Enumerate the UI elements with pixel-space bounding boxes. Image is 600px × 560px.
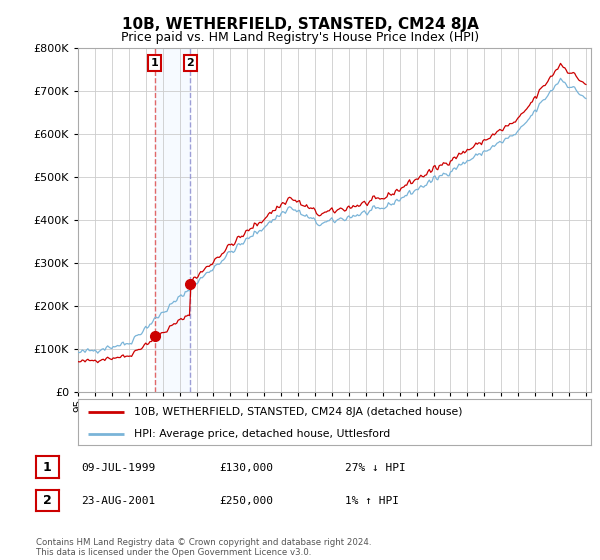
Text: HPI: Average price, detached house, Uttlesford: HPI: Average price, detached house, Uttl… (134, 429, 391, 438)
Text: Contains HM Land Registry data © Crown copyright and database right 2024.
This d: Contains HM Land Registry data © Crown c… (36, 538, 371, 557)
Text: 1: 1 (151, 58, 158, 68)
Text: 2: 2 (43, 494, 52, 507)
Text: 23-AUG-2001: 23-AUG-2001 (81, 496, 155, 506)
Text: 10B, WETHERFIELD, STANSTED, CM24 8JA (detached house): 10B, WETHERFIELD, STANSTED, CM24 8JA (de… (134, 407, 463, 417)
Text: 1: 1 (43, 460, 52, 474)
Bar (155, 48, 190, 392)
Text: 10B, WETHERFIELD, STANSTED, CM24 8JA: 10B, WETHERFIELD, STANSTED, CM24 8JA (122, 17, 478, 32)
Text: £250,000: £250,000 (219, 496, 273, 506)
Text: 1% ↑ HPI: 1% ↑ HPI (345, 496, 399, 506)
Text: 2: 2 (187, 58, 194, 68)
Text: 09-JUL-1999: 09-JUL-1999 (81, 463, 155, 473)
Text: 27% ↓ HPI: 27% ↓ HPI (345, 463, 406, 473)
Text: Price paid vs. HM Land Registry's House Price Index (HPI): Price paid vs. HM Land Registry's House … (121, 31, 479, 44)
Text: £130,000: £130,000 (219, 463, 273, 473)
